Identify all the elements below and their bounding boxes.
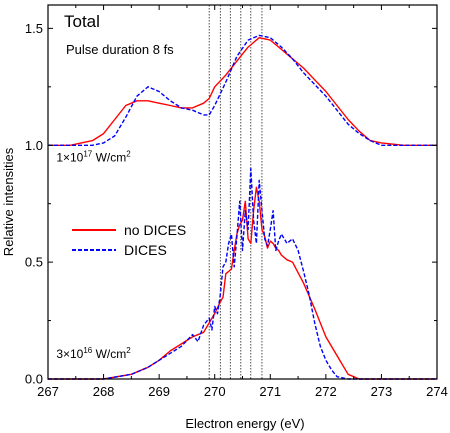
x-axis-label: Electron energy (eV) <box>185 416 304 431</box>
intensity-label-upper: 1×1017 W/cm2 <box>56 150 131 165</box>
x-tick-label-7: 274 <box>426 384 448 399</box>
legend: no DICES DICES <box>72 222 186 258</box>
x-tick-label-5: 272 <box>315 384 337 399</box>
x-tick-label-4: 271 <box>259 384 281 399</box>
axis-ticks: 267 268 269 270 271 272 273 274 0.0 0.5 1.0 1.5 <box>25 5 448 399</box>
legend-label-1: DICES <box>124 242 167 258</box>
y-tick-label-3: 1.5 <box>25 21 43 36</box>
panel-title: Total <box>64 12 100 31</box>
y-tick-label-2: 1.0 <box>25 138 43 153</box>
legend-label-0: no DICES <box>124 222 186 238</box>
panel-subtitle: Pulse duration 8 fs <box>66 42 174 57</box>
y-tick-label-1: 0.5 <box>25 255 43 270</box>
x-tick-label-6: 273 <box>371 384 393 399</box>
series-line-3 <box>48 167 437 380</box>
plot-series <box>48 34 437 380</box>
y-tick-label-0: 0.0 <box>25 372 43 387</box>
intensity-labels: 1×1017 W/cm2 3×1016 W/cm2 <box>56 150 131 361</box>
reference-lines <box>208 5 263 379</box>
plot-frame <box>47 4 438 380</box>
x-tick-label-1: 268 <box>93 384 115 399</box>
intensity-label-lower: 3×1016 W/cm2 <box>56 346 131 361</box>
series-line-1 <box>48 34 437 147</box>
x-tick-label-0: 267 <box>37 384 59 399</box>
y-axis-label: Relative intensities <box>1 147 16 256</box>
x-tick-label-2: 269 <box>148 384 170 399</box>
series-line-2 <box>48 186 437 380</box>
x-tick-label-3: 270 <box>204 384 226 399</box>
